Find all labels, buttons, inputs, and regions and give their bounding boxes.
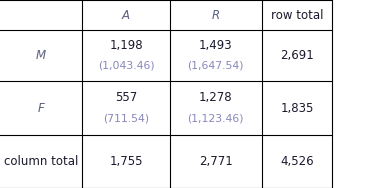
Text: (711.54): (711.54): [103, 113, 149, 124]
Text: column total: column total: [4, 155, 78, 168]
Text: 1,278: 1,278: [199, 91, 233, 104]
Text: 2,771: 2,771: [199, 155, 233, 168]
Text: row total: row total: [271, 8, 323, 22]
Text: A: A: [122, 8, 130, 22]
Text: 2,691: 2,691: [280, 49, 314, 62]
Text: R: R: [212, 8, 220, 22]
Text: 1,835: 1,835: [280, 102, 314, 115]
Text: 1,198: 1,198: [109, 39, 143, 52]
Text: (1,647.54): (1,647.54): [188, 61, 244, 71]
Text: F: F: [38, 102, 44, 115]
Text: 557: 557: [115, 91, 137, 104]
Text: (1,123.46): (1,123.46): [188, 113, 244, 124]
Text: 1,755: 1,755: [109, 155, 143, 168]
Text: (1,043.46): (1,043.46): [98, 61, 154, 71]
Text: 1,493: 1,493: [199, 39, 233, 52]
Text: M: M: [36, 49, 46, 62]
Text: 4,526: 4,526: [280, 155, 314, 168]
